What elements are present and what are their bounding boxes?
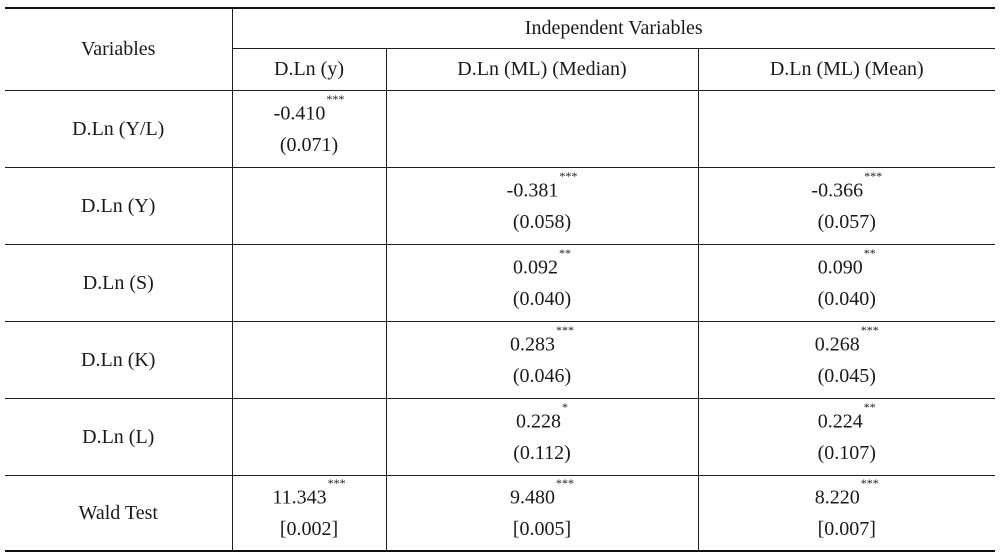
coefficient-cell: 8.220*** [0.007] xyxy=(697,474,995,552)
coefficient-cell: 0.224** (0.107) xyxy=(697,397,995,476)
column-header-dln-ml-mean: D.Ln (ML) (Mean) xyxy=(697,47,995,91)
coefficient-value: -0.366 xyxy=(811,179,864,202)
coefficient-value: 0.268 xyxy=(814,333,860,356)
significance-stars: * xyxy=(562,400,568,415)
coefficient-cell: -0.366*** (0.057) xyxy=(697,166,995,245)
coefficient-cell: 0.228* (0.112) xyxy=(385,397,699,476)
standard-error: (0.040) xyxy=(817,287,876,310)
coefficient-cell: 0.090** (0.040) xyxy=(697,243,995,322)
significance-stars: *** xyxy=(326,92,345,107)
coefficient-value: -0.381 xyxy=(506,179,559,202)
coefficient-cell: 0.283*** (0.046) xyxy=(385,320,699,399)
significance-stars: *** xyxy=(860,323,879,338)
standard-error: (0.107) xyxy=(817,441,876,464)
table-row: D.Ln (Y) -0.381*** (0.058) -0.366*** (0.05… xyxy=(5,166,995,245)
coefficient-cell: -0.381*** (0.058) xyxy=(385,166,699,245)
independent-variables-header: Independent Variables xyxy=(231,7,995,49)
coefficient-line: -0.410*** xyxy=(273,93,345,125)
coefficient-cell xyxy=(231,166,387,245)
significance-stars: *** xyxy=(559,169,578,184)
coefficient-cell xyxy=(385,89,699,168)
standard-error: (0.057) xyxy=(817,210,876,233)
standard-error: (0.045) xyxy=(817,364,876,387)
coefficient-cell: 9.480*** [0.005] xyxy=(385,474,699,552)
regression-results-table: Variables Independent Variables D.Ln (y)… xyxy=(5,7,995,552)
coefficient-line: -0.366*** xyxy=(811,170,882,202)
coefficient-line xyxy=(309,266,310,288)
significance-stars: *** xyxy=(327,476,346,491)
coefficient-line: 8.220*** xyxy=(814,477,879,510)
coefficient-line: 0.283*** xyxy=(510,324,574,356)
coefficient-cell xyxy=(231,320,387,399)
coefficient-value: 0.283 xyxy=(510,333,555,356)
header-row-group: Variables Independent Variables xyxy=(5,7,995,91)
variables-header: Variables xyxy=(5,7,233,91)
coefficient-line: 0.228* xyxy=(516,401,568,433)
coefficient-value: 0.224 xyxy=(817,410,863,433)
row-label: Wald Test xyxy=(5,474,233,552)
coefficient-line: 0.090** xyxy=(817,247,876,279)
row-label: D.Ln (S) xyxy=(5,243,233,322)
coefficient-value: 0.228 xyxy=(516,410,561,433)
standard-error: (0.046) xyxy=(512,364,572,387)
coefficient-cell xyxy=(231,243,387,322)
coefficient-line xyxy=(846,112,847,134)
table-row: Wald Test 11.343*** [0.002] 9.480*** [0.00… xyxy=(5,474,995,552)
coefficient-value: 0.092 xyxy=(513,256,558,279)
significance-stars: ** xyxy=(559,246,571,261)
significance-stars: *** xyxy=(864,169,883,184)
header-row-columns: D.Ln (y) D.Ln (ML) (Median) D.Ln (ML) (M… xyxy=(5,47,995,91)
standard-error: (0.040) xyxy=(512,287,572,310)
coefficient-line: 11.343*** xyxy=(272,477,345,510)
row-label: D.Ln (K) xyxy=(5,320,233,399)
coefficient-line: -0.381*** xyxy=(506,170,578,202)
coefficient-cell xyxy=(231,397,387,476)
coefficient-line: 0.092** xyxy=(513,247,571,279)
table-row: D.Ln (L) 0.228* (0.112) 0.224** (0.107) xyxy=(5,397,995,476)
significance-stars: ** xyxy=(863,246,876,261)
coefficient-value: 11.343 xyxy=(272,487,327,510)
standard-error: (0.058) xyxy=(512,210,572,233)
significance-stars: *** xyxy=(556,323,574,338)
standard-error: (0.071) xyxy=(279,133,339,156)
coefficient-line xyxy=(309,343,310,365)
table-row: D.Ln (Y/L) -0.410*** (0.071) xyxy=(5,89,995,168)
coefficient-line xyxy=(309,189,310,211)
coefficient-cell xyxy=(697,89,995,168)
significance-stars: *** xyxy=(556,476,574,491)
coefficient-cell: 11.343*** [0.002] xyxy=(231,474,387,552)
row-label: D.Ln (L) xyxy=(5,397,233,476)
significance-stars: ** xyxy=(863,400,876,415)
coefficient-value: 9.480 xyxy=(510,487,555,510)
column-header-dln-y: D.Ln (y) xyxy=(232,47,387,91)
p-value: [0.005] xyxy=(512,518,572,541)
significance-stars: *** xyxy=(860,476,879,491)
row-label: D.Ln (Y) xyxy=(5,166,233,245)
coefficient-cell: 0.092** (0.040) xyxy=(385,243,699,322)
coefficient-line: 9.480*** xyxy=(510,477,574,510)
coefficient-value: 0.090 xyxy=(817,256,863,279)
standard-error: (0.112) xyxy=(513,441,571,464)
table-row: D.Ln (S) 0.092** (0.040) 0.090** (0.040) xyxy=(5,243,995,322)
coefficient-value: -0.410 xyxy=(273,102,326,125)
table-row: D.Ln (K) 0.283*** (0.046) 0.268*** (0.045) xyxy=(5,320,995,399)
coefficient-line: 0.224** xyxy=(817,401,876,433)
coefficient-cell: -0.410*** (0.071) xyxy=(231,89,387,168)
coefficient-line: 0.268*** xyxy=(814,324,879,356)
coefficient-cell: 0.268*** (0.045) xyxy=(697,320,995,399)
p-value: [0.007] xyxy=(817,518,876,541)
row-label: D.Ln (Y/L) xyxy=(5,89,233,168)
p-value: [0.002] xyxy=(279,518,339,541)
coefficient-line xyxy=(309,420,310,442)
coefficient-value: 8.220 xyxy=(814,487,860,510)
coefficient-line xyxy=(542,112,543,134)
column-header-dln-ml-median: D.Ln (ML) (Median) xyxy=(385,47,699,91)
